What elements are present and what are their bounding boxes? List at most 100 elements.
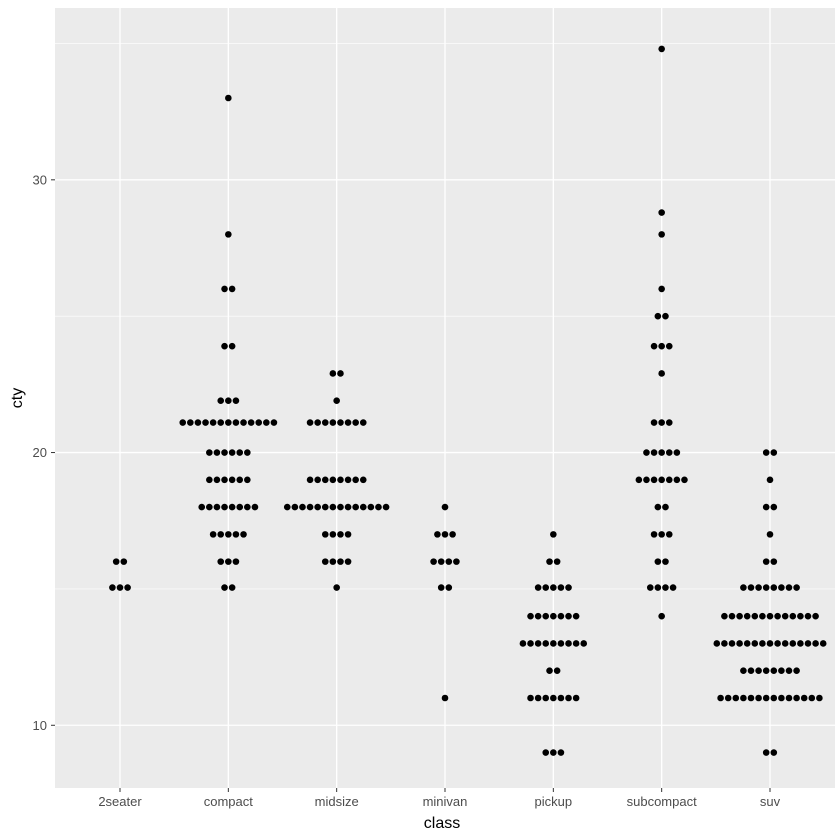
data-dot — [225, 419, 232, 426]
data-dot — [654, 503, 662, 511]
data-dot — [202, 419, 209, 426]
data-dot — [658, 419, 665, 426]
data-dot — [194, 419, 202, 426]
data-dot — [270, 419, 278, 426]
data-dot — [550, 694, 557, 702]
data-dot — [762, 749, 770, 756]
data-dot — [812, 612, 819, 620]
data-dot — [344, 558, 352, 565]
data-dot — [542, 612, 550, 620]
y-tick-label: 20 — [33, 445, 47, 460]
data-dot — [542, 584, 550, 591]
data-dot — [550, 531, 557, 538]
data-dot — [251, 503, 259, 511]
data-dot — [337, 503, 344, 511]
data-dot — [382, 503, 390, 511]
data-dot — [225, 531, 232, 538]
data-dot — [236, 503, 244, 511]
x-tick-label: suv — [760, 794, 781, 809]
data-dot — [217, 558, 225, 565]
x-tick-label: minivan — [423, 794, 468, 809]
data-dot — [658, 531, 665, 538]
data-dot — [187, 419, 194, 426]
data-dot — [333, 584, 340, 591]
data-dot — [542, 694, 550, 702]
data-dot — [437, 558, 445, 565]
data-dot — [755, 584, 762, 591]
data-dot — [793, 694, 800, 702]
data-dot — [527, 640, 534, 647]
data-dot — [109, 584, 116, 591]
data-dot — [766, 531, 774, 538]
data-dot — [654, 312, 662, 320]
data-dot — [434, 531, 441, 538]
data-dot — [124, 584, 131, 591]
data-dot — [766, 476, 774, 484]
data-dot — [221, 449, 228, 456]
data-dot — [441, 531, 449, 538]
data-dot — [643, 449, 650, 456]
data-dot — [650, 419, 658, 426]
data-dot — [221, 342, 228, 350]
data-dot — [553, 558, 561, 565]
data-dot — [778, 667, 785, 675]
data-dot — [740, 584, 747, 591]
data-dot — [206, 503, 213, 511]
data-dot — [306, 476, 314, 484]
data-dot — [198, 503, 206, 511]
data-dot — [662, 503, 669, 511]
data-dot — [344, 503, 352, 511]
data-dot — [650, 449, 658, 456]
data-dot — [228, 584, 236, 591]
data-dot — [804, 612, 812, 620]
data-dot — [232, 419, 240, 426]
data-dot — [740, 694, 747, 702]
data-dot — [255, 419, 263, 426]
data-dot — [717, 694, 724, 702]
data-dot — [213, 449, 221, 456]
data-dot — [534, 640, 542, 647]
data-dot — [337, 370, 344, 377]
data-dot — [665, 342, 673, 350]
data-dot — [572, 694, 580, 702]
data-dot — [244, 449, 251, 456]
data-dot — [762, 558, 770, 565]
data-dot — [819, 640, 827, 647]
data-dot — [762, 584, 770, 591]
data-dot — [550, 749, 557, 756]
data-dot — [437, 584, 445, 591]
data-dot — [736, 612, 743, 620]
data-dot — [658, 45, 665, 53]
data-dot — [747, 584, 755, 591]
data-dot — [247, 419, 255, 426]
data-dot — [665, 476, 673, 484]
y-tick-label: 30 — [33, 172, 47, 187]
data-dot — [306, 419, 314, 426]
data-dot — [359, 476, 367, 484]
data-dot — [785, 694, 793, 702]
data-dot — [665, 531, 673, 538]
data-dot — [225, 558, 232, 565]
data-dot — [755, 667, 762, 675]
data-dot — [534, 694, 542, 702]
data-dot — [774, 640, 781, 647]
data-dot — [658, 370, 665, 377]
data-dot — [314, 419, 321, 426]
x-tick-label: compact — [204, 794, 254, 809]
data-dot — [781, 640, 789, 647]
y-tick-label: 10 — [33, 718, 47, 733]
data-dot — [206, 449, 213, 456]
x-tick-label: subcompact — [627, 794, 697, 809]
data-dot — [206, 476, 213, 484]
data-dot — [329, 476, 337, 484]
data-dot — [213, 476, 221, 484]
data-dot — [244, 503, 251, 511]
data-dot — [650, 531, 658, 538]
data-dot — [542, 640, 550, 647]
data-dot — [572, 612, 580, 620]
data-dot — [367, 503, 375, 511]
data-dot — [306, 503, 314, 511]
data-dot — [793, 584, 800, 591]
data-dot — [527, 694, 534, 702]
